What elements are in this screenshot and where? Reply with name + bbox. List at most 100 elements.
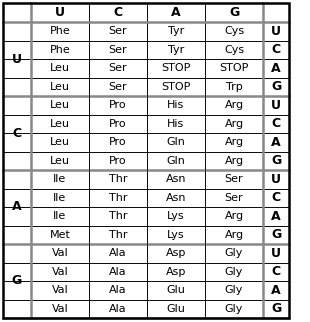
Text: Asn: Asn [166,193,186,203]
Bar [263,22,289,41]
Text: Glu: Glu [166,285,185,295]
Bar [147,133,205,151]
Bar [205,3,263,22]
Text: Leu: Leu [50,156,70,166]
Bar [31,299,89,318]
Text: C: C [113,6,122,19]
Text: Lys: Lys [167,211,185,221]
Bar [31,225,89,244]
Text: Val: Val [52,267,69,277]
Text: Gln: Gln [166,137,185,147]
Bar [3,96,31,115]
Text: A: A [271,284,281,297]
Bar [205,188,263,207]
Bar [263,3,289,22]
Bar [89,59,147,78]
Text: Ile: Ile [53,193,67,203]
Text: Ser: Ser [109,82,127,92]
Bar [3,299,31,318]
Text: Ala: Ala [109,285,127,295]
Bar [205,225,263,244]
Bar [89,170,147,188]
Bar [31,115,89,133]
Bar [89,78,147,96]
Bar [31,78,89,96]
Text: Pro: Pro [109,156,127,166]
Text: C: C [272,117,281,130]
Bar [89,207,147,225]
Bar [3,151,31,170]
Bar [263,115,289,133]
Bar [263,170,289,188]
Text: Phe: Phe [50,26,70,36]
Text: STOP: STOP [161,82,191,92]
Text: Gly: Gly [225,285,243,295]
Bar [89,188,147,207]
Text: G: G [271,80,281,93]
Bar [31,281,89,299]
Text: Ala: Ala [109,304,127,314]
Text: Ser: Ser [109,63,127,73]
Bar [89,22,147,41]
Text: Gly: Gly [225,248,243,258]
Bar [263,59,289,78]
Bar [147,170,205,188]
Bar [3,207,31,225]
Bar [205,115,263,133]
Text: Thr: Thr [109,193,127,203]
Bar [147,3,205,22]
Text: Ile: Ile [53,211,67,221]
Text: Arg: Arg [224,137,244,147]
Bar [89,262,147,281]
Text: Val: Val [52,285,69,295]
Text: Leu: Leu [50,82,70,92]
Text: Leu: Leu [50,137,70,147]
Text: G: G [271,154,281,167]
Bar [263,41,289,59]
Bar [3,188,31,207]
Text: A: A [12,201,22,213]
Bar [89,115,147,133]
Bar [89,3,147,22]
Bar [147,299,205,318]
Text: Arg: Arg [224,156,244,166]
Text: C: C [12,127,22,139]
Text: Arg: Arg [224,211,244,221]
Text: Phe: Phe [50,45,70,55]
Bar [31,41,89,59]
Bar [31,188,89,207]
Text: His: His [167,100,185,110]
Bar [147,151,205,170]
Bar [205,22,263,41]
Text: U: U [271,173,281,186]
Text: G: G [12,274,22,288]
Bar [3,170,31,188]
Text: G: G [271,228,281,241]
Text: Leu: Leu [50,119,70,129]
Text: Gly: Gly [225,267,243,277]
Text: Arg: Arg [224,100,244,110]
Bar [263,207,289,225]
Text: U: U [55,6,65,19]
Bar [89,96,147,115]
Bar [147,262,205,281]
Bar [31,151,89,170]
Text: A: A [271,62,281,75]
Text: Lys: Lys [167,230,185,240]
Text: A: A [271,210,281,223]
Bar [89,281,147,299]
Bar [263,244,289,262]
Text: Met: Met [50,230,70,240]
Bar [89,299,147,318]
Text: C: C [272,265,281,278]
Bar [205,281,263,299]
Bar [89,151,147,170]
Text: Pro: Pro [109,119,127,129]
Text: U: U [271,247,281,260]
Bar [205,133,263,151]
Bar [31,133,89,151]
Bar [205,244,263,262]
Bar [31,96,89,115]
Text: Asn: Asn [166,174,186,184]
Bar [147,96,205,115]
